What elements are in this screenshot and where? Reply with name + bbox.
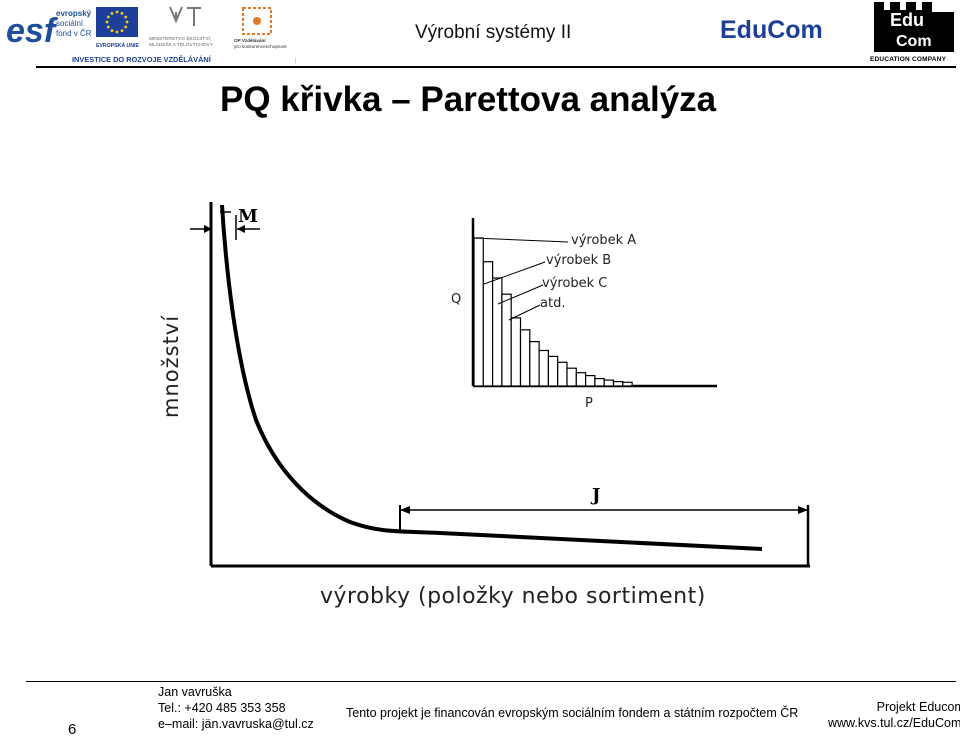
eu-star <box>115 10 119 14</box>
eu-caption: EVROPSKÁ UNIE <box>96 42 139 49</box>
msmt-logo: MINISTERSTVO ŠKOLSTVÍ, MLÁDEŽE A TĚLOVÝC… <box>149 6 214 48</box>
inset-bar <box>492 277 503 387</box>
inset-bar <box>612 381 624 387</box>
educom-logo-lower: Com <box>896 33 932 50</box>
leader-line-b <box>483 261 546 285</box>
author-email: e–mail: jän.vavruska@tul.cz <box>158 717 314 731</box>
inset-bar <box>547 355 559 387</box>
educom-logo: Edu Com <box>874 2 954 52</box>
eu-star <box>106 15 110 19</box>
inset-bar <box>622 381 633 387</box>
project-url[interactable]: www.kvs.tul.cz/EduCom/ <box>828 716 960 730</box>
y-axis-label: množství <box>159 315 183 418</box>
inset-bar <box>594 378 605 387</box>
page-number: 6 <box>68 721 77 738</box>
inset-bar <box>473 237 484 387</box>
eu-star <box>106 25 110 29</box>
eu-star <box>115 30 119 34</box>
inset-x-label: P <box>585 396 593 411</box>
op-logo: OP Vzdělávání pro konkurenceschopnost <box>234 7 287 49</box>
leader-line-d <box>508 304 541 321</box>
eu-star <box>110 29 114 33</box>
educom-logo-caption: EDUCATION COMPANY <box>870 56 947 63</box>
op-caption-line-1: OP Vzdělávání <box>234 38 266 43</box>
inset-item-label-b: výrobek B <box>546 253 611 268</box>
project-name: Projekt Educom <box>876 700 960 714</box>
region-m-marker: M <box>190 206 260 240</box>
op-dot <box>253 17 261 25</box>
slide-header: esf evropský sociální fond v ČR EVROPSKÁ… <box>0 0 960 70</box>
inset-item-label-c: výrobek C <box>542 276 607 291</box>
pq-curve <box>220 204 763 551</box>
region-m-label: M <box>238 206 258 227</box>
eu-star <box>105 20 109 24</box>
inset-bar <box>603 379 615 387</box>
esf-text-line-1: evropský <box>56 9 92 18</box>
investment-banner: INVESTICE DO ROZVOJE VZDĚLÁVÁNÍ <box>72 55 212 64</box>
esf-text-line-2: sociální <box>56 19 84 28</box>
eu-star <box>120 11 124 15</box>
slide-title: PQ křivka – Parettova analýza <box>220 80 717 119</box>
leader-line-a <box>473 237 569 243</box>
author-name: Jan vavruška <box>158 685 232 699</box>
eu-stars <box>105 10 129 34</box>
educom-logo-upper: Edu <box>890 10 924 30</box>
inset-bars <box>473 237 633 387</box>
esf-logo: esf evropský sociální fond v ČR <box>6 9 92 50</box>
funding-note: Tento projekt je financován evropským so… <box>346 706 799 720</box>
eu-star <box>120 29 124 33</box>
x-axis-label: výrobky (položky nebo sortiment) <box>320 584 706 609</box>
project-info: Projekt Educom www.kvs.tul.cz/EduCom/ <box>828 699 960 731</box>
inset-bar <box>557 361 568 387</box>
msmt-caption-line-1: MINISTERSTVO ŠKOLSTVÍ, <box>149 35 211 42</box>
inset-item-label-a: výrobek A <box>571 233 636 248</box>
inset-bar <box>482 261 494 387</box>
inset-bar <box>575 372 587 387</box>
inset-item-label-d: atd. <box>540 296 565 311</box>
header-divider <box>36 66 956 68</box>
footer-divider <box>26 681 956 682</box>
sponsor-logo-strip: esf evropský sociální fond v ČR EVROPSKÁ… <box>6 6 296 64</box>
msmt-mark <box>169 6 201 26</box>
region-j-label: J <box>590 485 601 506</box>
author-contact: Jan vavruška Tel.: +420 485 353 358 e–ma… <box>158 684 314 732</box>
inset-bar <box>538 349 549 387</box>
op-mark <box>242 7 272 35</box>
esf-mark: esf <box>6 12 59 50</box>
pq-curve-diagram: M J množství výrobky (položky nebo sorti… <box>159 202 810 609</box>
brand-name: EduCom <box>720 16 823 44</box>
educom-logo-building <box>874 2 954 52</box>
inset-bar <box>566 367 577 387</box>
inset-pareto-chart: výrobek A výrobek B výrobek C atd. Q P <box>451 218 717 411</box>
op-caption-line-2: pro konkurenceschopnost <box>234 44 287 49</box>
msmt-caption-line-2: MLÁDEŽE A TĚLOVÝCHOVY <box>149 40 214 48</box>
esf-text-line-3: fond v ČR <box>56 29 92 38</box>
eu-star <box>124 15 128 19</box>
inset-bar <box>584 375 596 387</box>
leader-line-c <box>497 284 544 305</box>
inset-bar <box>510 317 522 387</box>
eu-star <box>124 25 128 29</box>
inset-bar <box>519 329 531 387</box>
inset-y-label: Q <box>451 292 461 307</box>
inset-bar <box>529 341 540 387</box>
author-phone: Tel.: +420 485 353 358 <box>158 701 286 715</box>
eu-star <box>125 20 129 24</box>
eu-flag-logo: EVROPSKÁ UNIE <box>96 7 139 49</box>
eu-star <box>110 11 114 15</box>
inset-bar <box>501 293 512 387</box>
region-j-marker: J <box>399 485 808 530</box>
course-title: Výrobní systémy II <box>415 22 572 43</box>
